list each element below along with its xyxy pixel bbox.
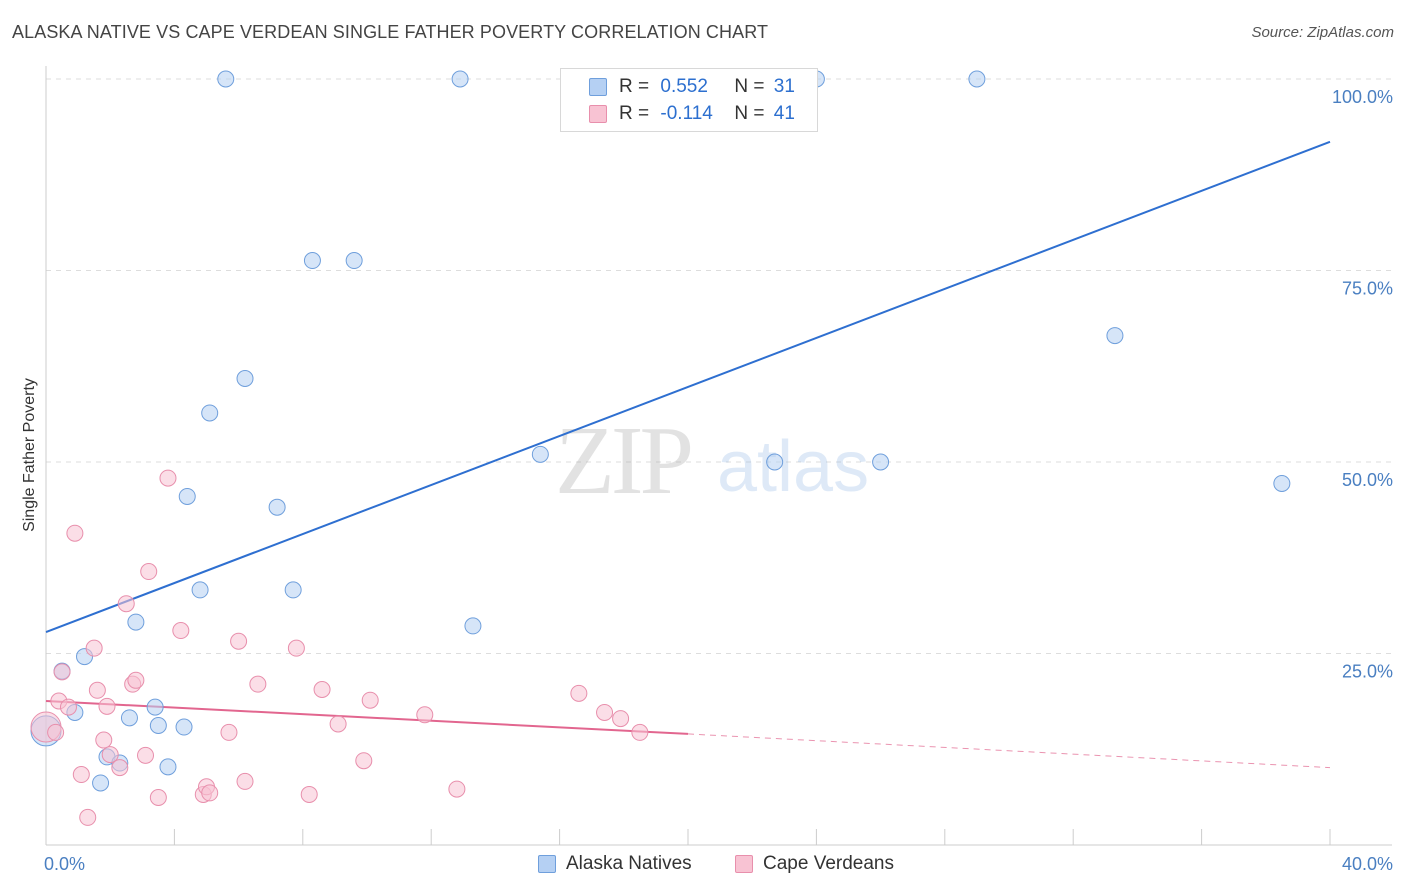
cape-verdean-point xyxy=(149,789,167,807)
cape-verdean-point xyxy=(448,780,466,798)
cape-verdean-point xyxy=(230,632,248,650)
alaska-native-point xyxy=(175,718,193,736)
cape-verdean-point xyxy=(159,469,177,487)
legend-r-value: -0.114 xyxy=(660,103,713,124)
cape-verdean-trend-extension xyxy=(687,733,1331,769)
legend-row-alaska: R = 0.552 N = 31 xyxy=(561,74,795,100)
cape-verdean-point xyxy=(111,759,129,777)
cape-verdean-point xyxy=(66,524,84,542)
legend-n-label: N = xyxy=(734,76,765,97)
alaska-native-point xyxy=(159,758,177,776)
watermark-zip: ZIP xyxy=(555,407,690,515)
cape-verdean-point xyxy=(416,706,434,724)
alaska-native-point xyxy=(284,581,302,599)
legend-swatch-pink xyxy=(589,105,607,123)
cape-verdean-point xyxy=(631,723,649,741)
y-axis-label: Single Father Poverty xyxy=(21,378,38,532)
watermark-atlas: atlas xyxy=(717,427,869,507)
x-tick-label: 40.0% xyxy=(1342,854,1393,874)
alaska-native-point xyxy=(120,709,138,727)
alaska-native-point xyxy=(268,498,286,516)
cape-verdean-point xyxy=(98,697,116,715)
legend-r-label: R = xyxy=(619,103,650,124)
alaska-native-point xyxy=(303,252,321,270)
cape-verdean-point xyxy=(101,746,119,764)
bottom-legend-label: Cape Verdeans xyxy=(763,853,894,874)
alaska-native-point xyxy=(464,617,482,635)
legend-r-label: R = xyxy=(619,76,650,97)
cape-verdean-point xyxy=(329,715,347,733)
y-tick-label: 50.0% xyxy=(1342,470,1393,490)
chart-title: ALASKA NATIVE VS CAPE VERDEAN SINGLE FAT… xyxy=(12,22,769,42)
cape-verdean-point xyxy=(300,785,318,803)
alaska-native-point xyxy=(146,698,164,716)
alaska-native-point xyxy=(451,70,469,88)
alaska-native-point xyxy=(345,252,363,270)
legend-n-value: 31 xyxy=(773,76,795,97)
cape-verdean-point xyxy=(249,675,267,693)
y-tick-label: 75.0% xyxy=(1342,279,1393,299)
cape-verdean-point xyxy=(59,698,77,716)
stats-legend: R = 0.552 N = 31 R = -0.114 N = 41 xyxy=(560,68,818,132)
grid-lines xyxy=(46,78,1392,654)
cape-verdean-point xyxy=(313,681,331,699)
alaska-native-point xyxy=(1106,327,1124,345)
cape-verdean-point xyxy=(201,784,219,802)
cape-verdean-point xyxy=(137,746,155,764)
data-points xyxy=(30,70,1291,826)
cape-verdean-point xyxy=(612,710,630,728)
legend-r-value: 0.552 xyxy=(660,76,708,97)
alaska-native-point xyxy=(531,445,549,463)
cape-verdean-point xyxy=(88,681,106,699)
cape-verdean-point xyxy=(570,684,588,702)
alaska-native-point xyxy=(149,717,167,735)
cape-verdean-point xyxy=(47,723,65,741)
cape-verdean-point xyxy=(117,595,135,613)
bottom-swatch-blue xyxy=(538,855,556,873)
cape-verdean-point xyxy=(361,691,379,709)
legend-row-cape: R = -0.114 N = 41 xyxy=(561,101,795,127)
alaska-native-point xyxy=(766,453,784,471)
alaska-native-point xyxy=(872,453,890,471)
bottom-legend-alaska: Alaska Natives xyxy=(538,852,692,876)
cape-verdean-point xyxy=(172,622,190,640)
cape-verdean-point xyxy=(596,703,614,721)
watermark: ZIP atlas xyxy=(555,407,869,515)
bottom-swatch-pink xyxy=(735,855,753,873)
y-tick-label: 100.0% xyxy=(1332,87,1393,107)
y-tick-label: 25.0% xyxy=(1342,662,1393,682)
legend-swatch-blue xyxy=(589,78,607,96)
cape-verdean-point xyxy=(220,723,238,741)
cape-verdean-point xyxy=(53,663,71,681)
bottom-legend-label: Alaska Natives xyxy=(566,853,692,874)
source-label: Source: ZipAtlas.com xyxy=(1251,24,1394,41)
x-tick-label: 0.0% xyxy=(44,854,85,874)
alaska-native-point xyxy=(236,370,254,388)
alaska-native-point xyxy=(201,404,219,422)
cape-verdean-point xyxy=(85,639,103,657)
alaska-native-point xyxy=(178,487,196,505)
bottom-legend-cape: Cape Verdeans xyxy=(735,852,894,876)
cape-verdean-point xyxy=(355,752,373,770)
alaska-native-trend-line xyxy=(45,140,1331,633)
cape-verdean-point xyxy=(287,639,305,657)
tick-labels: 25.0% 50.0% 75.0% 100.0% 0.0% 40.0% xyxy=(44,87,1393,874)
alaska-native-point xyxy=(127,613,145,631)
cape-verdean-point xyxy=(236,772,254,790)
legend-n-value: 41 xyxy=(773,103,795,124)
cape-verdean-point xyxy=(140,563,158,581)
alaska-native-point xyxy=(92,774,110,792)
alaska-native-point xyxy=(191,581,209,599)
alaska-native-point xyxy=(1273,474,1291,492)
cape-verdean-point xyxy=(95,731,113,749)
cape-verdean-point xyxy=(72,766,90,784)
alaska-native-point xyxy=(217,70,235,88)
cape-verdean-point xyxy=(79,808,97,826)
legend-n-label: N = xyxy=(734,103,765,124)
cape-verdean-point xyxy=(127,671,145,689)
alaska-native-point xyxy=(968,70,986,88)
